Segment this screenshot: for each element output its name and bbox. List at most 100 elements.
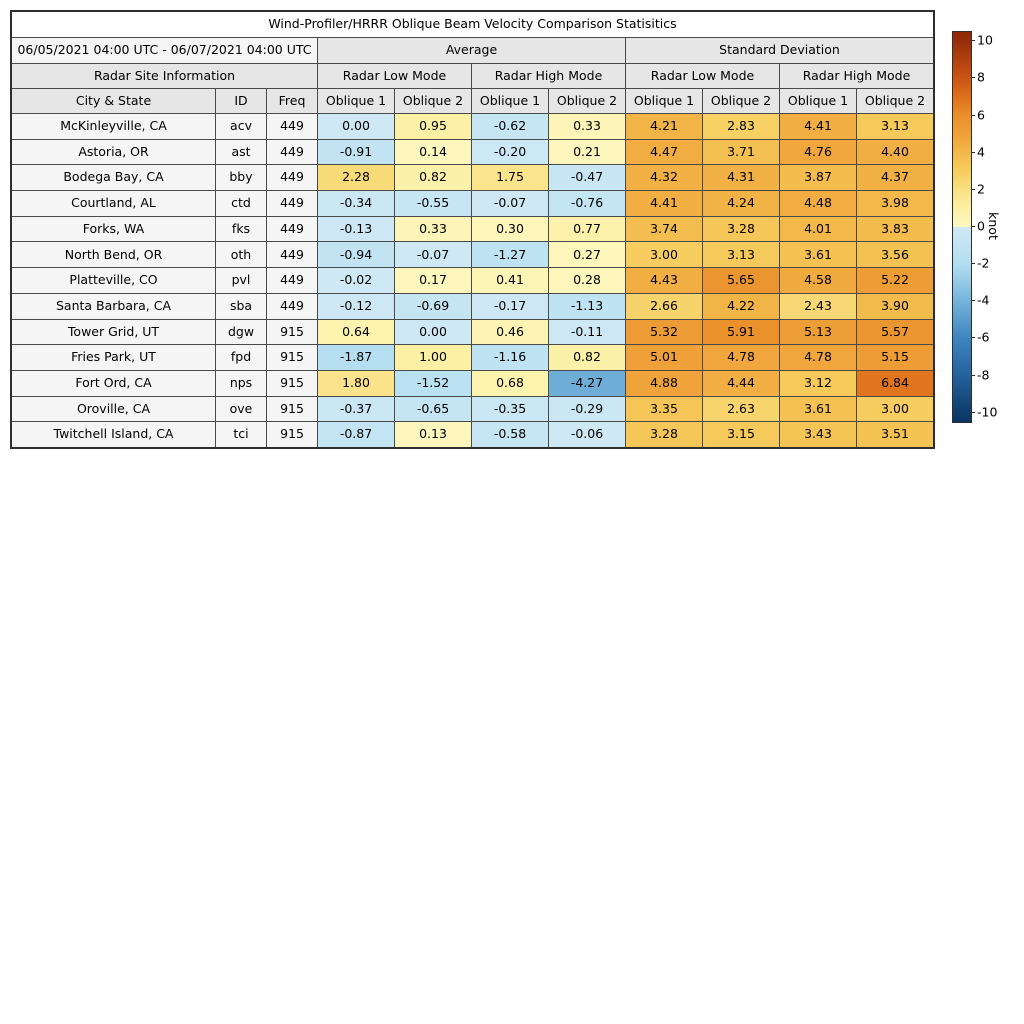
value-cell: 4.48 xyxy=(780,191,856,216)
value-cell: 3.13 xyxy=(703,242,779,268)
value-cell: 4.41 xyxy=(626,191,702,216)
value-cell: -0.58 xyxy=(472,422,548,447)
id-cell: ove xyxy=(216,396,266,422)
colorbar-tick xyxy=(971,114,975,116)
value-cell: 3.71 xyxy=(703,139,779,165)
colorbar-tick-label: 8 xyxy=(977,69,985,85)
statistics-table: Wind-Profiler/HRRR Oblique Beam Velocity… xyxy=(10,10,935,449)
freq-cell: 449 xyxy=(267,165,317,191)
value-cell: -0.20 xyxy=(472,139,548,165)
value-cell: 0.82 xyxy=(395,165,471,191)
colorbar-tick-label: 0 xyxy=(977,218,985,234)
city-cell: Astoria, OR xyxy=(12,139,215,165)
value-cell: 0.82 xyxy=(549,345,625,370)
city-cell: Twitchell Island, CA xyxy=(12,422,215,447)
value-cell: 0.30 xyxy=(472,216,548,242)
value-cell: 0.33 xyxy=(395,216,471,242)
value-cell: 3.12 xyxy=(780,370,856,396)
value-cell: 4.40 xyxy=(857,139,933,165)
value-cell: 0.95 xyxy=(395,114,471,139)
value-cell: 4.01 xyxy=(780,216,856,242)
value-cell: 4.32 xyxy=(626,165,702,191)
id-cell: ast xyxy=(216,139,266,165)
colorbar-tick xyxy=(971,374,975,376)
value-cell: 3.28 xyxy=(703,216,779,242)
value-cell: 5.65 xyxy=(703,268,779,293)
value-cell: 4.88 xyxy=(626,370,702,396)
value-cell: -1.13 xyxy=(549,293,625,319)
value-cell: -0.35 xyxy=(472,396,548,422)
value-cell: 0.27 xyxy=(549,242,625,268)
column-header-oblique: Oblique 2 xyxy=(395,89,471,113)
value-cell: -0.02 xyxy=(318,268,394,293)
value-cell: 2.83 xyxy=(703,114,779,139)
value-cell: 0.77 xyxy=(549,216,625,242)
value-cell: 5.01 xyxy=(626,345,702,370)
value-cell: 0.64 xyxy=(318,319,394,345)
value-cell: -0.87 xyxy=(318,422,394,447)
freq-cell: 449 xyxy=(267,114,317,139)
value-cell: 3.74 xyxy=(626,216,702,242)
value-cell: -0.13 xyxy=(318,216,394,242)
value-cell: -0.07 xyxy=(395,242,471,268)
value-cell: 3.35 xyxy=(626,396,702,422)
value-cell: 4.44 xyxy=(703,370,779,396)
city-cell: Fries Park, UT xyxy=(12,345,215,370)
value-cell: -0.94 xyxy=(318,242,394,268)
id-cell: oth xyxy=(216,242,266,268)
figure-title: Wind-Profiler/HRRR Oblique Beam Velocity… xyxy=(12,12,933,37)
value-cell: 4.31 xyxy=(703,165,779,191)
colorbar-tick-label: 10 xyxy=(977,32,993,48)
freq-cell: 915 xyxy=(267,345,317,370)
id-cell: fks xyxy=(216,216,266,242)
value-cell: 4.58 xyxy=(780,268,856,293)
id-cell: nps xyxy=(216,370,266,396)
city-cell: Courtland, AL xyxy=(12,191,215,216)
colorbar-tick-label: 2 xyxy=(977,181,985,197)
colorbar-tick xyxy=(971,411,975,413)
value-cell: 5.57 xyxy=(857,319,933,345)
id-cell: sba xyxy=(216,293,266,319)
colorbar-tick xyxy=(971,151,975,153)
value-cell: 4.78 xyxy=(780,345,856,370)
city-cell: North Bend, OR xyxy=(12,242,215,268)
value-cell: 0.17 xyxy=(395,268,471,293)
value-cell: 5.32 xyxy=(626,319,702,345)
value-cell: -0.76 xyxy=(549,191,625,216)
value-cell: 4.24 xyxy=(703,191,779,216)
city-cell: Fort Ord, CA xyxy=(12,370,215,396)
city-cell: Forks, WA xyxy=(12,216,215,242)
id-cell: dgw xyxy=(216,319,266,345)
value-cell: 4.43 xyxy=(626,268,702,293)
freq-cell: 449 xyxy=(267,268,317,293)
value-cell: -1.52 xyxy=(395,370,471,396)
value-cell: 3.90 xyxy=(857,293,933,319)
mode-header-std-low: Radar Low Mode xyxy=(626,64,779,88)
value-cell: 4.47 xyxy=(626,139,702,165)
colorbar-tick xyxy=(971,300,975,302)
mode-header-std-high: Radar High Mode xyxy=(780,64,933,88)
freq-cell: 449 xyxy=(267,293,317,319)
group-header-standard-deviation: Standard Deviation xyxy=(626,38,933,63)
value-cell: -0.47 xyxy=(549,165,625,191)
value-cell: 0.00 xyxy=(395,319,471,345)
freq-cell: 915 xyxy=(267,370,317,396)
value-cell: 0.28 xyxy=(549,268,625,293)
value-cell: 5.13 xyxy=(780,319,856,345)
value-cell: -0.65 xyxy=(395,396,471,422)
value-cell: -4.27 xyxy=(549,370,625,396)
value-cell: 4.22 xyxy=(703,293,779,319)
value-cell: -0.29 xyxy=(549,396,625,422)
id-cell: tci xyxy=(216,422,266,447)
value-cell: 0.68 xyxy=(472,370,548,396)
value-cell: 2.43 xyxy=(780,293,856,319)
value-cell: 3.98 xyxy=(857,191,933,216)
value-cell: 4.78 xyxy=(703,345,779,370)
colorbar-tick xyxy=(971,337,975,339)
value-cell: 3.28 xyxy=(626,422,702,447)
colorbar-tick xyxy=(971,40,975,42)
value-cell: 0.41 xyxy=(472,268,548,293)
city-cell: Platteville, CO xyxy=(12,268,215,293)
value-cell: 0.21 xyxy=(549,139,625,165)
